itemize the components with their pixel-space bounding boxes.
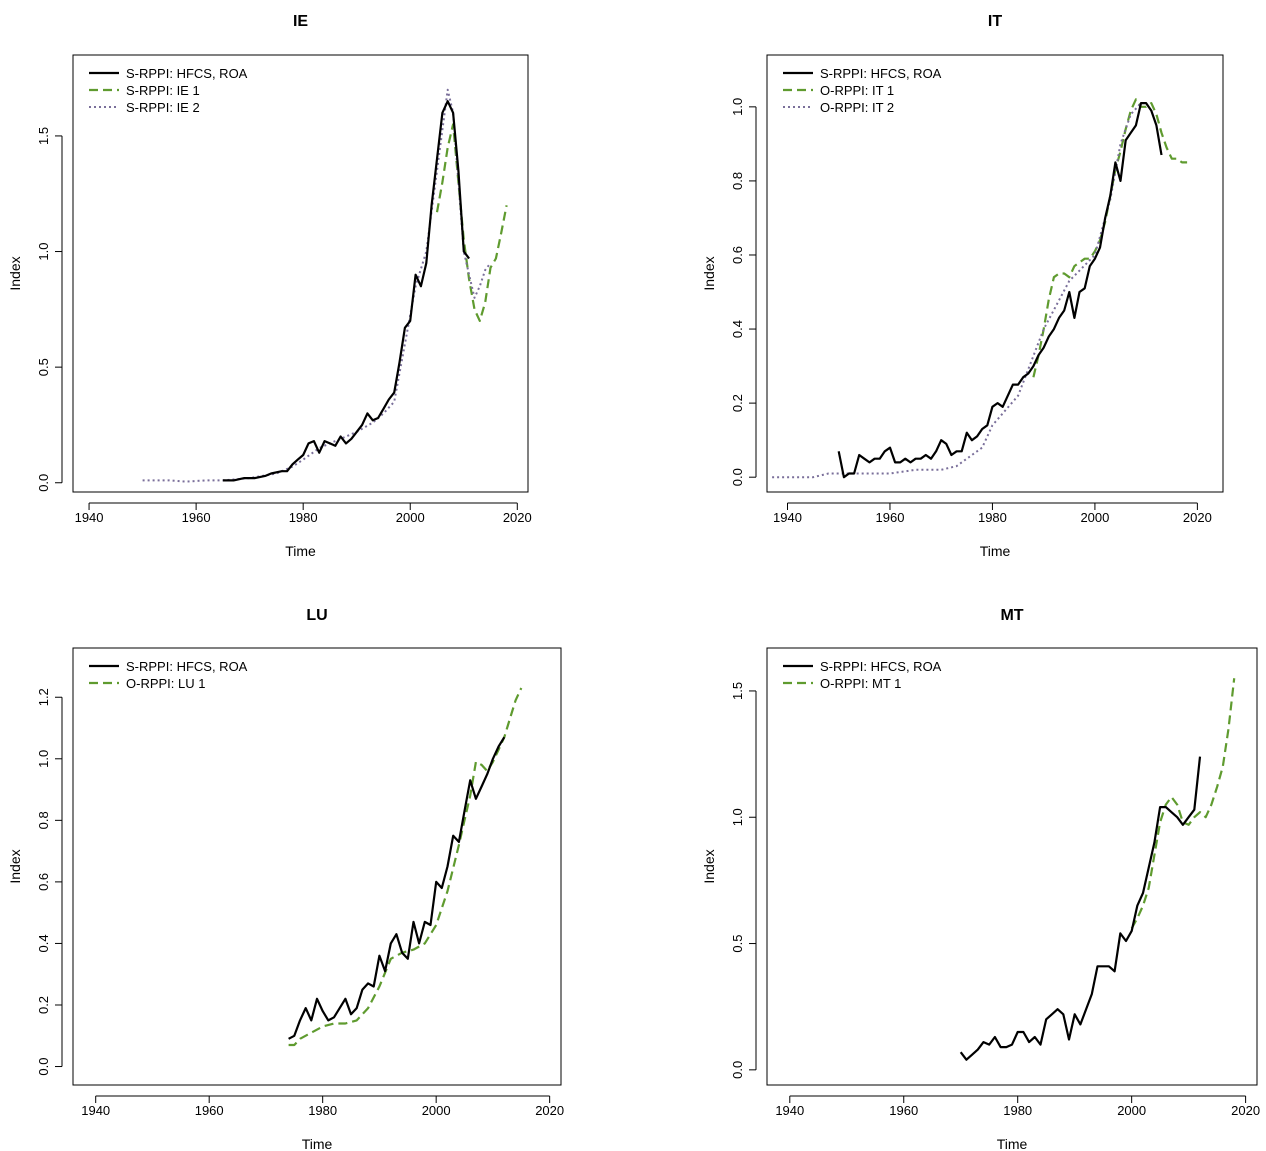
chart-title: LU [306, 607, 327, 624]
y-tick-label: 0.4 [730, 320, 745, 338]
plot-frame [72, 54, 529, 493]
legend-entry: O-RPPI: IT 2 [820, 100, 894, 115]
chart-panel-ie: IE 1940 1960 1980 2000 2020 Time 0.0 0.5 1.0 1.5 In… [7, 13, 532, 559]
legend-entry: S-RPPI: HFCS, ROA [820, 659, 942, 674]
y-tick-label: 0.8 [730, 172, 745, 190]
x-tick-label: 1960 [182, 510, 211, 525]
y-tick-label: 0.6 [36, 873, 51, 891]
x-tick-label: 1980 [1003, 1103, 1032, 1118]
x-axis-label: Time [980, 543, 1011, 559]
y-tick-label: 0.0 [36, 1057, 51, 1075]
x-tick-label: 2020 [1183, 510, 1212, 525]
legend: S-RPPI: HFCS, ROA S-RPPI: IE 1 S-RPPI: IE … [89, 66, 248, 115]
series-line-1 [959, 756, 1202, 1061]
series-line-2 [288, 687, 523, 1047]
x-tick-label: 1960 [876, 510, 905, 525]
y-tick-label: 1.0 [730, 808, 745, 826]
legend-entry: S-RPPI: HFCS, ROA [820, 66, 942, 81]
x-tick-label: 1980 [289, 510, 318, 525]
x-tick-label: 1960 [889, 1103, 918, 1118]
y-tick-label: 0.0 [730, 1061, 745, 1079]
x-tick-label: 2000 [396, 510, 425, 525]
y-axis-label: Index [7, 256, 23, 290]
x-tick-label: 1940 [775, 1103, 804, 1118]
x-tick-label: 1940 [81, 1103, 110, 1118]
chart-panel-lu: LU 1940 1960 1980 2000 2020 Time 0.0 0.2 0.4 0.6 0.… [7, 607, 564, 1151]
chart-panel-mt: MT 1940 1960 1980 2000 2020 Time 0.0 0.5 1.0 1.5 In… [701, 607, 1260, 1151]
plot-frame [766, 647, 1258, 1086]
y-tick-label: 1.0 [36, 750, 51, 768]
chart-panel-it: IT 1940 1960 1980 2000 2020 Time 0.0 0.2 0.4 0.6 0.… [701, 13, 1224, 559]
y-axis-label: Index [701, 849, 717, 883]
y-tick-label: 0.8 [36, 811, 51, 829]
x-tick-label: 2020 [1231, 1103, 1260, 1118]
legend: S-RPPI: HFCS, ROA O-RPPI: IT 1 O-RPPI: IT … [783, 66, 942, 115]
legend: S-RPPI: HFCS, ROA O-RPPI: MT 1 [783, 659, 942, 691]
legend-entry: O-RPPI: LU 1 [126, 676, 205, 691]
x-axis-label: Time [997, 1136, 1028, 1151]
chart-title: IE [293, 13, 308, 30]
legend: S-RPPI: HFCS, ROA O-RPPI: LU 1 [89, 659, 248, 691]
y-tick-label: 0.6 [730, 246, 745, 264]
plot-frame [766, 54, 1224, 493]
x-tick-label: 2000 [422, 1103, 451, 1118]
x-tick-label: 1940 [75, 510, 104, 525]
x-tick-label: 2020 [503, 510, 532, 525]
legend-entry: S-RPPI: HFCS, ROA [126, 659, 248, 674]
series-line-3 [772, 102, 1147, 479]
x-tick-label: 1980 [978, 510, 1007, 525]
legend-entry: O-RPPI: MT 1 [820, 676, 901, 691]
series-line-1 [837, 101, 1163, 479]
series-line-1 [288, 736, 506, 1040]
series-line-3 [142, 88, 492, 483]
y-tick-label: 0.2 [730, 394, 745, 412]
legend-entry: S-RPPI: IE 1 [126, 83, 200, 98]
y-tick-label: 1.0 [730, 98, 745, 116]
series-line-2 [435, 123, 508, 322]
x-tick-label: 2000 [1080, 510, 1109, 525]
chart-title: IT [988, 13, 1002, 30]
chart-title: MT [1000, 607, 1023, 624]
y-tick-label: 1.0 [36, 242, 51, 260]
x-tick-label: 2000 [1117, 1103, 1146, 1118]
y-tick-label: 0.0 [36, 474, 51, 492]
y-tick-label: 0.5 [730, 935, 745, 953]
y-axis-label: Index [701, 256, 717, 290]
y-tick-label: 0.4 [36, 934, 51, 952]
x-axis-label: Time [285, 543, 316, 559]
legend-entry: S-RPPI: IE 2 [126, 100, 200, 115]
x-tick-label: 1940 [773, 510, 802, 525]
x-tick-label: 2020 [535, 1103, 564, 1118]
y-tick-label: 0.0 [730, 468, 745, 486]
plot-frame [72, 647, 562, 1086]
x-tick-label: 1980 [308, 1103, 337, 1118]
legend-entry: S-RPPI: HFCS, ROA [126, 66, 248, 81]
series-line-2 [1130, 678, 1236, 929]
y-tick-label: 1.5 [36, 127, 51, 145]
x-axis-label: Time [302, 1136, 333, 1151]
y-tick-label: 0.2 [36, 996, 51, 1014]
y-axis-label: Index [7, 849, 23, 883]
series-line-2 [1032, 98, 1188, 378]
y-tick-label: 1.5 [730, 682, 745, 700]
y-tick-label: 0.5 [36, 358, 51, 376]
series-line-1 [222, 100, 470, 482]
y-tick-label: 1.2 [36, 688, 51, 706]
x-tick-label: 1960 [195, 1103, 224, 1118]
legend-entry: O-RPPI: IT 1 [820, 83, 894, 98]
